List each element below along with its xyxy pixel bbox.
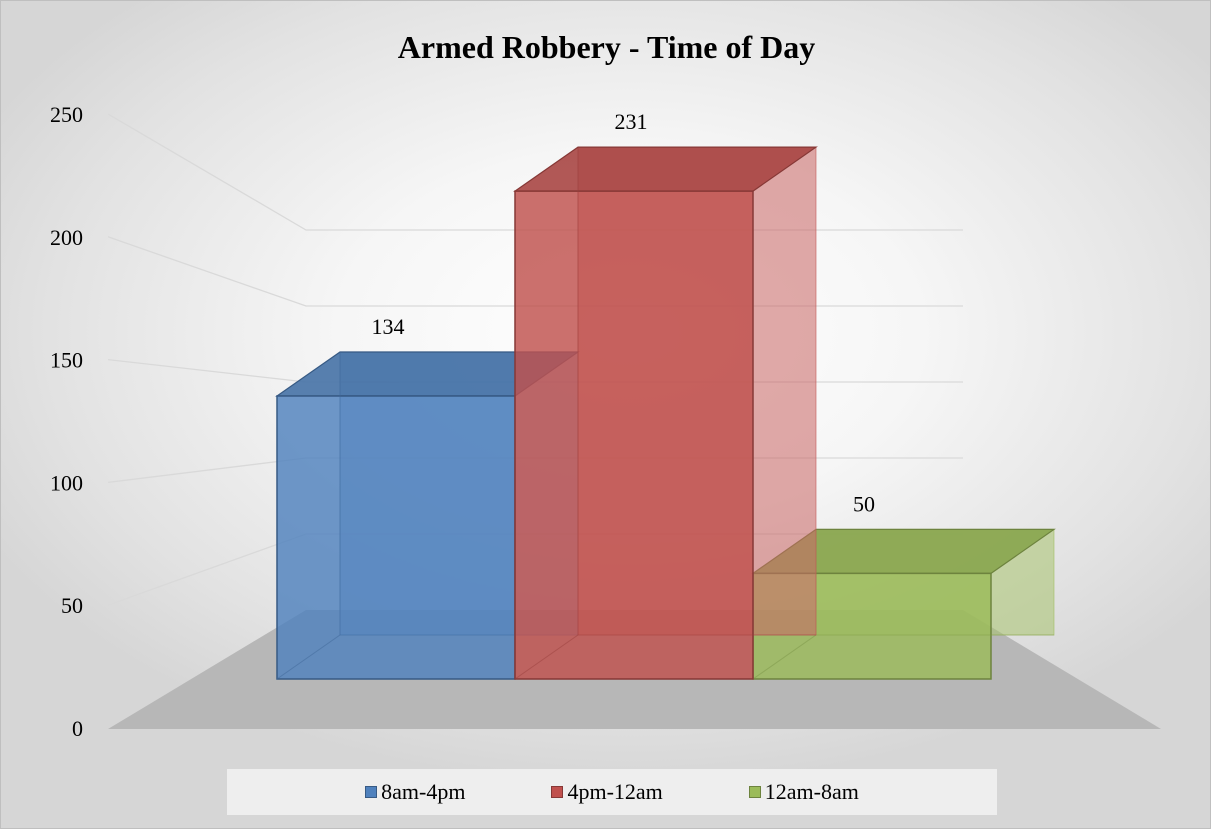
legend-swatch xyxy=(365,786,378,798)
y-tick-label: 150 xyxy=(50,348,83,373)
y-tick-label: 100 xyxy=(50,470,83,495)
chart-legend: 8am-4pm 4pm-12am 12am-8am xyxy=(227,769,997,815)
data-label: 231 xyxy=(615,109,648,134)
bar-edge xyxy=(514,634,579,680)
bar-front-face xyxy=(276,395,516,680)
legend-swatch xyxy=(551,786,564,798)
legend-item: 8am-4pm xyxy=(365,779,465,805)
bar-12am-8am: 50 xyxy=(751,491,1056,680)
legend-label: 4pm-12am xyxy=(567,779,663,804)
y-tick-label: 50 xyxy=(61,593,83,618)
y-tick-label: 200 xyxy=(50,225,83,250)
bar-front-face xyxy=(514,190,754,680)
legend-label: 8am-4pm xyxy=(381,779,466,804)
chart-title: Armed Robbery - Time of Day xyxy=(397,29,816,65)
bar-edge xyxy=(752,634,817,680)
legend-item: 12am-8am xyxy=(748,779,859,805)
data-label: 50 xyxy=(853,491,875,516)
y-axis: 0 50 100 150 200 250 xyxy=(50,102,83,741)
y-tick-label: 0 xyxy=(72,716,83,741)
bar-edge xyxy=(276,634,341,680)
legend-item: 4pm-12am xyxy=(551,779,663,805)
legend-swatch xyxy=(748,786,761,798)
y-tick-label: 250 xyxy=(50,102,83,127)
legend-label: 12am-8am xyxy=(764,779,859,804)
bar-4pm-12am: 231 xyxy=(513,109,818,680)
data-label: 134 xyxy=(372,314,405,339)
